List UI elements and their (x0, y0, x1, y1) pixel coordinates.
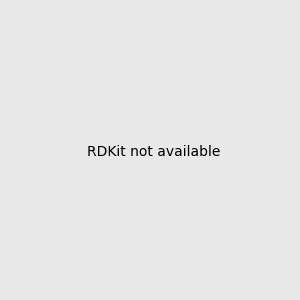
Text: RDKit not available: RDKit not available (87, 145, 220, 158)
